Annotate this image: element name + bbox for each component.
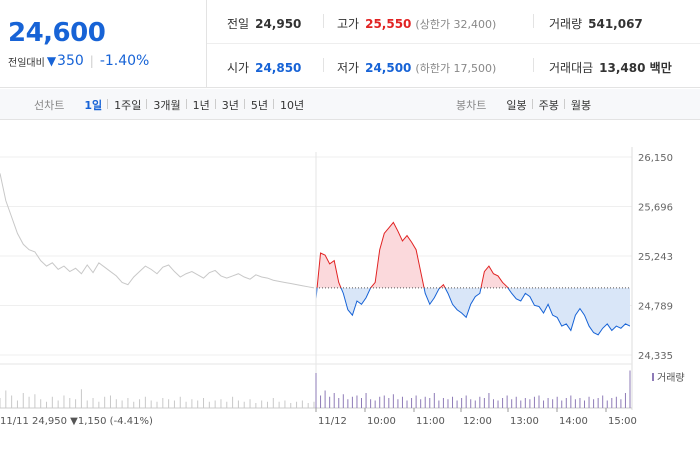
tab-1day[interactable]: 1일 — [84, 98, 103, 112]
stock-stats: 전일 24,950 고가 25,550 (상한가 32,400) 거래량 541,067… — [207, 0, 700, 88]
up-area-fill — [316, 222, 630, 288]
x-tick-label: 13:00 — [510, 416, 539, 427]
y-tick-label: 24,335 — [638, 351, 673, 362]
down-triangle-icon: ▼ — [46, 54, 57, 68]
volume-value: 541,067 — [588, 17, 643, 31]
stat-high: 고가 25,550 (상한가 32,400) — [337, 15, 496, 32]
x-tick-label: 10:00 — [367, 416, 396, 427]
stats-row-1: 전일 24,950 고가 25,550 (상한가 32,400) 거래량 541,067 — [207, 0, 700, 44]
line-chart-tabs: 선차트 1일 1주일 3개월 1년 3년 5년 10년 — [34, 89, 310, 120]
tab-1week[interactable]: 1주일 — [107, 97, 147, 113]
current-price: 24,600 — [8, 18, 106, 48]
low-value: 24,500 — [365, 61, 412, 75]
open-label: 시가 — [227, 61, 250, 75]
current-price-box: 24,600 전일대비 ▼ 350 | -1.40% — [0, 0, 207, 88]
lower-limit: (하한가 17,500) — [415, 62, 497, 75]
today-line-down — [316, 287, 630, 336]
tab-weekly-candle[interactable]: 주봉 — [531, 97, 565, 113]
amount-label: 거래대금 — [549, 61, 594, 75]
divider — [533, 58, 534, 72]
x-tick-label: 12:00 — [463, 416, 492, 427]
x-tick-label: 11:00 — [416, 416, 445, 427]
candle-chart-tabs: 봉차트 일봉 주봉 월봉 — [456, 89, 597, 120]
open-value: 24,850 — [255, 61, 302, 75]
y-tick-label: 25,696 — [638, 203, 673, 214]
prev-day-summary: 11/11 24,950 ▼1,150 (-4.41%) — [0, 416, 153, 427]
y-tick-label: 25,243 — [638, 252, 673, 263]
high-label: 고가 — [337, 17, 360, 31]
today-line-up — [316, 221, 509, 288]
prev-day-line — [0, 173, 315, 289]
change-separator: | — [89, 54, 94, 68]
divider — [323, 58, 324, 72]
tab-monthly-candle[interactable]: 월봉 — [563, 97, 597, 113]
stat-prev-close: 전일 24,950 — [227, 15, 301, 32]
x-tick-label: 15:00 — [608, 416, 637, 427]
prev-close-label: 전일 — [227, 17, 250, 31]
stock-summary: 24,600 전일대비 ▼ 350 | -1.40% 전일 24,950 고가 25… — [0, 0, 700, 88]
high-value: 25,550 — [365, 17, 412, 31]
stat-volume: 거래량 541,067 — [549, 15, 643, 32]
change-label: 전일대비 — [8, 57, 45, 69]
tab-3year[interactable]: 3년 — [214, 97, 245, 113]
candle-chart-title: 봉차트 — [456, 98, 487, 112]
stat-open: 시가 24,850 — [227, 59, 301, 76]
change-rate: -1.40% — [99, 53, 150, 69]
price-chart: 26,150 25,696 25,243 24,789 24,335 거래량 11/11 2… — [0, 147, 685, 427]
upper-limit: (상한가 32,400) — [415, 18, 497, 31]
tab-1year[interactable]: 1년 — [185, 97, 216, 113]
divider — [533, 14, 534, 28]
prev-close-value: 24,950 — [255, 17, 302, 31]
line-chart-title: 선차트 — [34, 98, 65, 112]
stat-low: 저가 24,500 (하한가 17,500) — [337, 59, 496, 76]
volume-legend-label: 거래량 — [657, 372, 685, 384]
divider — [323, 14, 324, 28]
stat-amount: 거래대금 13,480 백만 — [549, 59, 672, 76]
chart-period-tabs: 선차트 1일 1주일 3개월 1년 3년 5년 10년 봉차트 일봉 주봉 월봉 — [0, 89, 700, 120]
x-tick-label: 11/12 — [318, 416, 347, 427]
x-tick-label: 14:00 — [559, 416, 588, 427]
stats-row-2: 시가 24,850 저가 24,500 (하한가 17,500) 거래대금 13,480… — [207, 44, 700, 88]
price-change-row: 전일대비 ▼ 350 | -1.40% — [8, 53, 149, 69]
tab-daily-candle[interactable]: 일봉 — [506, 98, 527, 112]
amount-value: 13,480 백만 — [599, 61, 672, 75]
change-value: 350 — [57, 53, 84, 69]
tab-3month[interactable]: 3개월 — [146, 97, 186, 113]
volume-legend-swatch — [652, 373, 654, 381]
low-label: 저가 — [337, 61, 360, 75]
down-area-fill — [316, 287, 630, 335]
y-tick-label: 26,150 — [638, 153, 673, 164]
y-tick-label: 24,789 — [638, 302, 673, 313]
volume-label: 거래량 — [549, 17, 583, 31]
tab-5year[interactable]: 5년 — [243, 97, 274, 113]
tab-10year[interactable]: 10년 — [273, 97, 310, 113]
